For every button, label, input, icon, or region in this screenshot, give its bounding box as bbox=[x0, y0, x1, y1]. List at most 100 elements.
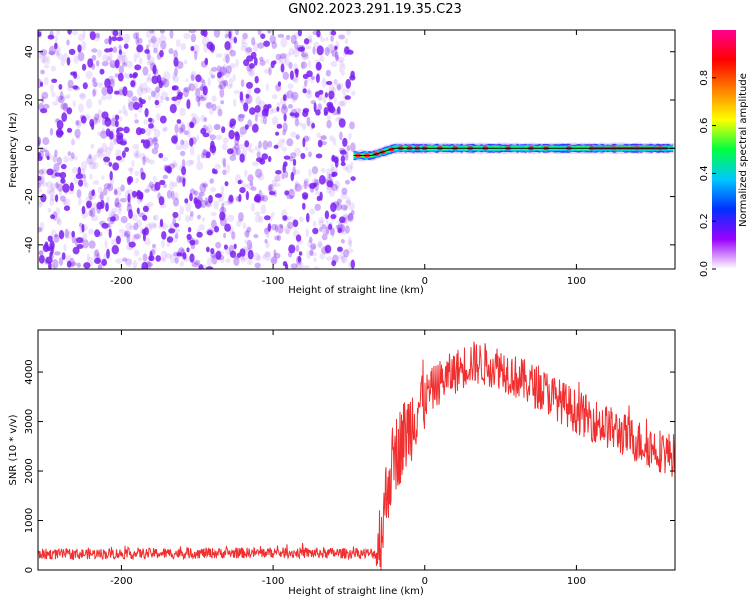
noise-speck bbox=[287, 83, 294, 90]
noise-speck bbox=[96, 113, 100, 124]
noise-speck bbox=[76, 262, 81, 268]
noise-speck bbox=[205, 102, 212, 109]
noise-speck bbox=[56, 30, 60, 36]
noise-speck bbox=[118, 49, 123, 55]
noise-speck bbox=[77, 166, 82, 175]
noise-speck bbox=[342, 225, 346, 232]
noise-speck bbox=[329, 188, 335, 197]
noise-speck bbox=[279, 53, 287, 59]
noise-speck bbox=[258, 140, 262, 149]
noise-speck bbox=[152, 136, 159, 145]
noise-speck bbox=[326, 44, 334, 54]
noise-speck bbox=[66, 57, 71, 66]
noise-speck bbox=[94, 113, 100, 121]
noise-speck bbox=[311, 122, 315, 129]
noise-speck bbox=[238, 193, 242, 203]
noise-speck bbox=[228, 194, 234, 203]
noise-speck bbox=[339, 66, 343, 72]
noise-speck bbox=[265, 234, 270, 239]
noise-speck bbox=[157, 37, 161, 45]
noise-speck bbox=[62, 102, 69, 112]
noise-speck bbox=[38, 202, 43, 208]
noise-speck bbox=[223, 52, 230, 58]
noise-speck bbox=[325, 37, 329, 42]
noise-speck bbox=[127, 97, 135, 108]
noise-speck bbox=[103, 187, 108, 196]
noise-speck bbox=[260, 194, 265, 202]
noise-speck bbox=[228, 129, 235, 140]
noise-speck bbox=[62, 183, 70, 193]
noise-speck bbox=[295, 134, 300, 140]
noise-speck bbox=[246, 229, 250, 239]
x-tick-label: -200 bbox=[110, 576, 133, 587]
noise-speck bbox=[222, 169, 227, 176]
noise-speck bbox=[252, 161, 259, 167]
noise-speck bbox=[340, 239, 345, 244]
noise-speck bbox=[264, 251, 272, 261]
noise-speck bbox=[309, 245, 314, 255]
noise-speck bbox=[200, 199, 207, 208]
noise-speck bbox=[343, 205, 348, 212]
noise-speck bbox=[56, 120, 64, 130]
noise-speck bbox=[206, 229, 213, 236]
noise-speck bbox=[99, 68, 105, 75]
noise-speck bbox=[265, 83, 269, 92]
noise-speck bbox=[89, 30, 93, 37]
noise-speck bbox=[154, 87, 161, 92]
noise-speck bbox=[318, 220, 325, 227]
noise-speck bbox=[56, 46, 61, 55]
noise-speck bbox=[323, 227, 330, 235]
noise-speck bbox=[149, 30, 154, 34]
noise-speck bbox=[175, 39, 181, 47]
noise-speck bbox=[141, 261, 149, 269]
noise-speck bbox=[208, 194, 213, 204]
noise-speck bbox=[112, 136, 117, 146]
noise-speck bbox=[347, 236, 352, 246]
noise-speck bbox=[63, 52, 69, 62]
noise-speck bbox=[264, 251, 271, 258]
noise-speck bbox=[81, 223, 85, 233]
noise-speck bbox=[223, 244, 228, 250]
noise-speck bbox=[275, 174, 281, 182]
noise-speck bbox=[133, 249, 140, 257]
noise-speck bbox=[47, 207, 52, 213]
noise-speck bbox=[301, 192, 309, 199]
noise-speck bbox=[87, 257, 94, 267]
noise-speck bbox=[134, 170, 140, 177]
noise-speck bbox=[288, 244, 296, 254]
noise-speck bbox=[190, 45, 195, 52]
noise-speck bbox=[40, 54, 47, 63]
noise-speck bbox=[98, 82, 103, 88]
noise-speck bbox=[316, 71, 321, 79]
snr-x-axis-label: Height of straight line (km) bbox=[288, 586, 424, 597]
noise-speck bbox=[106, 196, 110, 203]
noise-speck bbox=[110, 128, 116, 133]
noise-speck bbox=[76, 189, 82, 198]
noise-speck bbox=[172, 197, 180, 207]
noise-speck bbox=[123, 54, 128, 65]
noise-speck bbox=[125, 222, 133, 231]
noise-speck bbox=[97, 264, 103, 269]
noise-speck bbox=[210, 140, 215, 150]
noise-speck bbox=[122, 257, 128, 262]
x-tick-label: -200 bbox=[110, 276, 133, 287]
noise-speck bbox=[342, 88, 346, 95]
noise-speck bbox=[153, 137, 157, 143]
colorbar-ticks: 0.0 0.2 0.4 0.6 0.8 bbox=[699, 70, 716, 277]
noise-speck bbox=[52, 259, 59, 269]
noise-speck bbox=[321, 224, 327, 230]
noise-speck bbox=[139, 82, 143, 92]
noise-speck bbox=[220, 192, 225, 202]
noise-speck bbox=[269, 34, 276, 45]
noise-speck bbox=[316, 45, 324, 56]
colorbar-tick-label: 0.6 bbox=[699, 118, 710, 134]
noise-speck bbox=[156, 113, 161, 121]
noise-speck bbox=[80, 174, 86, 183]
noise-speck bbox=[185, 214, 191, 223]
noise-speck bbox=[153, 47, 158, 54]
noise-speck bbox=[162, 223, 168, 230]
noise-speck bbox=[60, 103, 68, 110]
noise-speck bbox=[311, 166, 319, 175]
noise-speck bbox=[157, 224, 165, 229]
noise-speck bbox=[70, 139, 76, 146]
